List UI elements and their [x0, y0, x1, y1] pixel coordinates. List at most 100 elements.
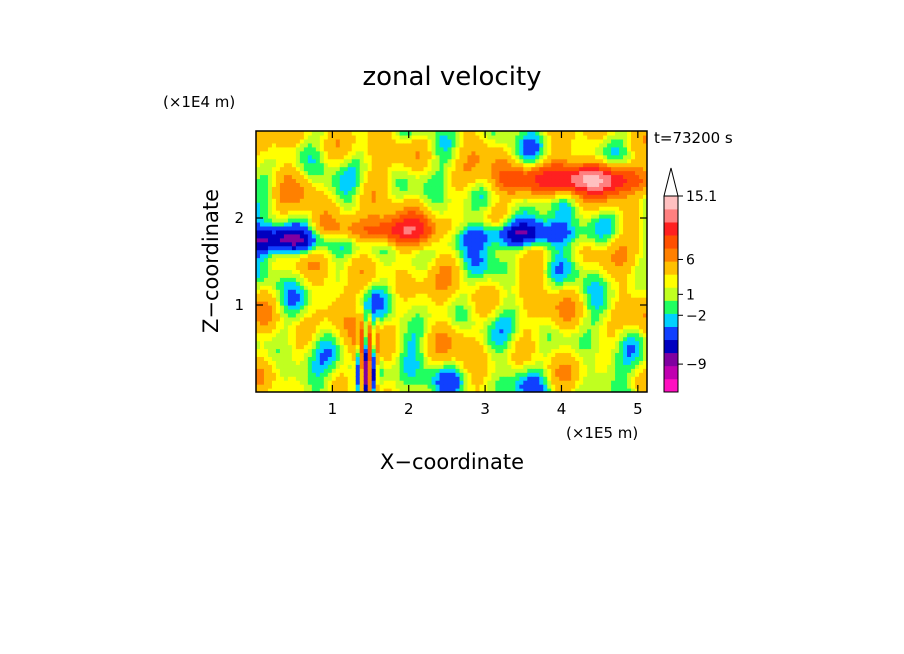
field-cell: [535, 249, 540, 255]
field-cell: [487, 134, 492, 140]
field-cell: [539, 182, 544, 187]
field-cell: [279, 332, 285, 338]
field-cell: [551, 273, 556, 278]
field-cell: [503, 285, 508, 290]
field-cell: [323, 364, 329, 369]
field-cell: [319, 301, 325, 306]
field-cell: [383, 194, 389, 199]
field-cell: [287, 372, 293, 377]
field-cell: [527, 265, 532, 270]
field-cell: [347, 324, 353, 330]
field-cell: [427, 218, 433, 223]
field-cell: [431, 273, 437, 278]
field-cell: [287, 198, 293, 203]
field-cell: [383, 308, 389, 314]
field-cell: [523, 305, 528, 310]
field-cell: [511, 305, 516, 310]
field-cell: [263, 380, 269, 385]
field-cell: [407, 388, 413, 392]
field-cell: [471, 320, 477, 326]
field-cell: [335, 273, 341, 278]
field-cell: [391, 320, 397, 326]
field-cell: [407, 131, 413, 136]
field-cell: [547, 241, 552, 247]
field-cell: [399, 174, 405, 180]
field-cell: [391, 380, 397, 385]
field-cell: [535, 158, 540, 164]
field-cell: [471, 202, 477, 207]
field-cell: [331, 301, 337, 306]
field-cell: [399, 364, 405, 369]
field-cell: [359, 154, 365, 160]
field-cell: [343, 388, 349, 392]
field-cell: [295, 202, 301, 207]
field-cell: [407, 289, 413, 294]
field-cell: [335, 277, 341, 282]
field-cell: [407, 162, 413, 168]
field-cell: [531, 210, 536, 215]
field-cell: [323, 245, 329, 251]
field-cell: [415, 277, 421, 282]
field-cell: [487, 170, 492, 176]
field-cell: [259, 134, 265, 140]
field-cell: [443, 131, 449, 136]
field-cell: [331, 308, 337, 314]
field-cell: [407, 166, 413, 172]
field-cell: [371, 182, 377, 187]
field-cell: [479, 150, 485, 156]
field-cell: [491, 214, 496, 219]
field-cell: [375, 360, 381, 365]
field-cell: [399, 178, 405, 183]
field-cell: [323, 202, 329, 207]
field-cell: [479, 332, 485, 338]
field-cell: [523, 320, 528, 326]
field-cell: [275, 233, 281, 239]
field-cell: [379, 352, 385, 357]
field-cell: [415, 202, 421, 207]
field-cell: [431, 178, 437, 183]
field-cell: [263, 320, 269, 326]
field-cell: [443, 308, 449, 314]
field-cell: [479, 170, 485, 176]
field-cell: [555, 384, 560, 389]
field-cell: [527, 214, 532, 219]
field-cell: [351, 194, 357, 199]
field-cell: [295, 229, 301, 235]
field-cell: [495, 194, 500, 199]
field-cell: [271, 368, 277, 373]
field-cell: [299, 257, 305, 263]
field-cell: [263, 269, 269, 274]
field-cell: [327, 162, 333, 168]
field-cell: [459, 316, 465, 322]
field-cell: [399, 221, 405, 227]
field-cell: [467, 356, 473, 361]
field-cell: [351, 170, 357, 176]
field-cell: [463, 241, 469, 247]
field-cell: [539, 210, 544, 215]
field-cell: [431, 285, 437, 290]
field-cell: [475, 316, 481, 322]
field-cell: [283, 178, 289, 183]
field-cell: [379, 332, 385, 338]
field-cell: [335, 162, 341, 168]
field-cell: [359, 214, 365, 219]
field-cell: [407, 229, 413, 235]
field-cell: [335, 312, 341, 318]
field-cell: [407, 372, 413, 377]
field-cell: [335, 344, 341, 350]
field-cell: [403, 384, 409, 389]
field-cell: [351, 376, 357, 381]
field-cell: [355, 241, 361, 247]
field-cell: [275, 253, 281, 259]
field-cell: [331, 324, 337, 330]
field-cell: [427, 206, 433, 211]
field-cell: [399, 360, 405, 365]
field-cell: [323, 360, 329, 365]
field-cell: [475, 134, 481, 140]
field-cell: [383, 131, 389, 136]
field-cell: [275, 261, 281, 267]
field-cell: [483, 297, 489, 302]
field-cell: [271, 328, 277, 334]
field-cell: [451, 146, 457, 152]
field-cell: [471, 170, 477, 176]
